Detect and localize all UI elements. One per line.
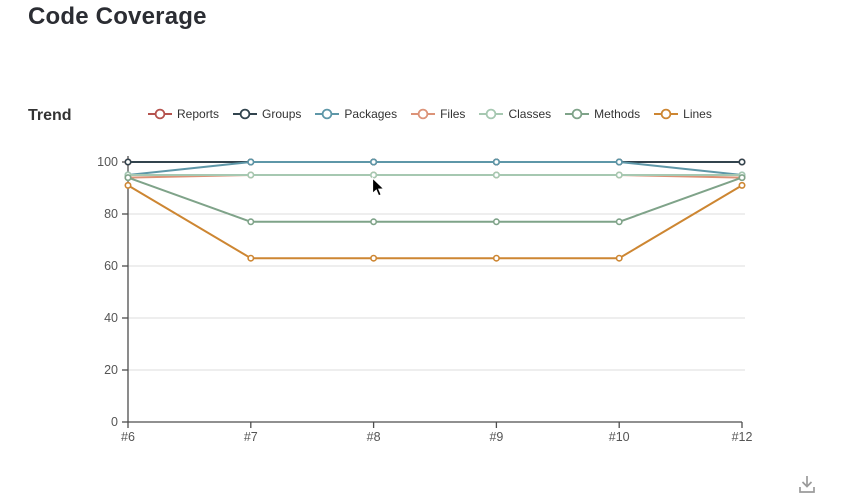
series-point: [492, 254, 500, 262]
series-point: [370, 218, 378, 226]
series-point: [124, 181, 132, 189]
legend-label: Files: [440, 107, 466, 121]
series-point: [738, 174, 746, 182]
x-axis-tick-label: #8: [367, 430, 381, 444]
legend-item-lines[interactable]: Lines: [653, 107, 712, 121]
series-point: [615, 254, 623, 262]
legend-marker-icon: [233, 108, 258, 120]
legend-marker-icon: [315, 108, 340, 120]
legend-marker-icon: [565, 108, 590, 120]
y-axis-tick-label: 100: [97, 155, 118, 169]
page-title: Code Coverage: [28, 3, 207, 30]
x-axis-tick-label: #9: [489, 430, 503, 444]
series-point: [247, 254, 255, 262]
series-point: [738, 158, 746, 166]
legend-marker-icon: [148, 108, 172, 120]
legend-label: Lines: [683, 107, 712, 121]
trend-chart-svg: 0 20 40 60 80 100 #6 #7 #8 #9 #10 #12: [97, 155, 753, 444]
legend-label: Groups: [262, 107, 302, 121]
series-point: [615, 218, 623, 226]
legend-item-packages[interactable]: Packages: [314, 107, 397, 121]
legend-item-reports[interactable]: Reports: [147, 107, 219, 121]
y-axis-tick-label: 60: [104, 259, 118, 273]
y-axis-tick-label: 40: [104, 311, 118, 325]
download-icon[interactable]: [795, 472, 819, 498]
series-point: [247, 171, 255, 179]
series-point: [124, 174, 132, 182]
legend-marker-icon: [411, 108, 436, 120]
series-point: [370, 171, 378, 179]
legend-label: Packages: [344, 107, 398, 121]
series-lines: [124, 181, 746, 262]
trend-chart-title: Trend: [28, 107, 72, 124]
series-packages: [124, 158, 746, 179]
y-axis-tick-label: 20: [104, 363, 118, 377]
series-point: [370, 158, 378, 166]
series-methods: [124, 174, 746, 226]
y-axis-tick-label: 0: [111, 415, 118, 429]
legend-label: Classes: [508, 107, 552, 121]
legend-item-groups[interactable]: Groups: [232, 107, 301, 121]
legend-item-classes[interactable]: Classes: [478, 107, 551, 121]
series-classes: [124, 171, 746, 179]
x-axis: #6 #7 #8 #9 #10 #12: [121, 421, 753, 444]
legend-marker-icon: [479, 108, 504, 120]
legend-label: Methods: [594, 107, 641, 121]
x-axis-tick-label: #10: [609, 430, 630, 444]
legend-marker-icon: [654, 108, 679, 120]
series-line-lines: [127, 184, 743, 260]
series-point: [370, 254, 378, 262]
x-axis-tick-label: #12: [732, 430, 753, 444]
legend-label: Reports: [177, 107, 220, 121]
legend-item-files[interactable]: Files: [410, 107, 465, 121]
series-point: [615, 171, 623, 179]
y-axis: 0 20 40 60 80 100: [97, 155, 129, 429]
series-point: [247, 158, 255, 166]
legend-item-methods[interactable]: Methods: [564, 107, 640, 121]
series-point: [738, 181, 746, 189]
x-axis-tick-label: #7: [244, 430, 258, 444]
legend: Reports Groups Packages Files Classes Methods…: [147, 103, 712, 125]
series-point: [615, 158, 623, 166]
series-point: [492, 171, 500, 179]
series-line-methods: [127, 176, 743, 223]
x-axis-tick-label: #6: [121, 430, 135, 444]
series-files: [124, 171, 746, 182]
series-point: [492, 218, 500, 226]
series-point: [247, 218, 255, 226]
y-axis-tick-label: 80: [104, 207, 118, 221]
series-point: [124, 158, 132, 166]
series-point: [492, 158, 500, 166]
series-line-packages: [127, 161, 743, 176]
gridlines: [128, 161, 745, 371]
